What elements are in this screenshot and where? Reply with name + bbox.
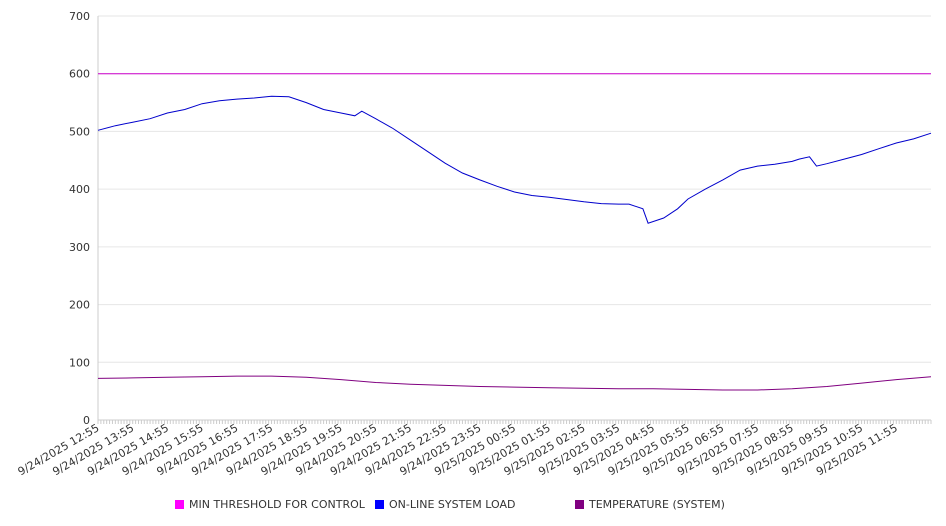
y-tick-label: 500 <box>69 125 90 138</box>
legend-item-temperature: TEMPERATURE (SYSTEM) <box>575 498 725 511</box>
legend-item-system-load: ON-LINE SYSTEM LOAD <box>375 498 515 511</box>
y-tick-label: 300 <box>69 241 90 254</box>
legend-label: MIN THRESHOLD FOR CONTROL <box>189 498 365 511</box>
legend: MIN THRESHOLD FOR CONTROL ON-LINE SYSTEM… <box>0 498 946 514</box>
y-tick-label: 200 <box>69 299 90 312</box>
series-line-1 <box>97 95 932 224</box>
y-tick-label: 0 <box>83 414 90 427</box>
legend-swatch <box>575 500 584 509</box>
y-tick-label: 600 <box>69 68 90 81</box>
series-line-2 <box>97 375 932 391</box>
legend-item-min-threshold: MIN THRESHOLD FOR CONTROL <box>175 498 365 511</box>
legend-swatch <box>375 500 384 509</box>
legend-label: ON-LINE SYSTEM LOAD <box>389 498 516 511</box>
y-tick-label: 100 <box>69 356 90 369</box>
y-tick-label: 700 <box>69 10 90 23</box>
legend-label: TEMPERATURE (SYSTEM) <box>589 498 725 511</box>
legend-swatch <box>175 500 184 509</box>
y-tick-label: 400 <box>69 183 90 196</box>
